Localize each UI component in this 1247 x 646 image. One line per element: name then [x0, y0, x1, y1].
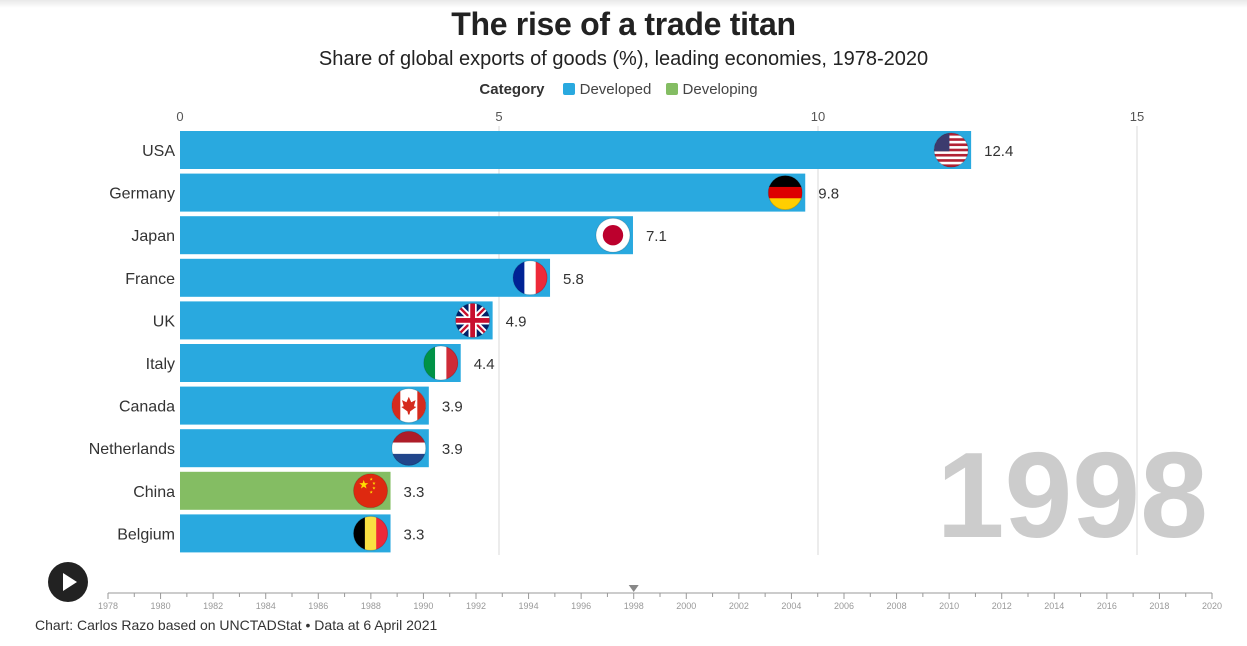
timeline-year-1998: 1998	[624, 601, 644, 611]
category-label-china: China	[133, 484, 175, 501]
bar-japan	[180, 216, 633, 255]
legend-item-developed[interactable]: Developed	[562, 81, 652, 98]
germany-flag-icon	[768, 175, 803, 210]
uk-flag-icon	[455, 303, 490, 338]
bar-row-canada: Canada 3.9	[119, 386, 463, 425]
bar-italy	[180, 344, 461, 382]
timeline-year-1978: 1978	[98, 601, 118, 611]
bar-row-uk: UK 4.9	[153, 301, 527, 340]
timeline[interactable]: 1978 1980 1982 1984 1986 1988 1990 1992 1994 1996…	[98, 585, 1222, 611]
top-shadow	[0, 0, 1247, 8]
japan-flag-icon	[595, 218, 630, 253]
value-label-uk: 4.9	[506, 313, 527, 330]
play-button[interactable]	[48, 562, 88, 602]
timeline-year-1986: 1986	[308, 601, 328, 611]
chart-title: The rise of a trade titan	[451, 6, 796, 42]
bar-row-china: China 3.3	[133, 471, 425, 510]
timeline-current-marker	[628, 585, 639, 592]
x-tick-label-5: 5	[495, 109, 502, 124]
timeline-year-1984: 1984	[256, 601, 276, 611]
bar-row-netherlands: Netherlands 3.9	[89, 429, 463, 468]
value-label-usa: 12.4	[984, 143, 1013, 160]
bar-layer: USA 12.4 Germany 9.8 Japan 7.1 France 5.8 UK 4.9 I…	[89, 131, 1013, 553]
legend-swatch-developing	[665, 83, 678, 95]
category-label-japan: Japan	[131, 228, 175, 245]
timeline-year-2018: 2018	[1149, 601, 1169, 611]
timeline-year-2014: 2014	[1044, 601, 1064, 611]
timeline-year-2008: 2008	[887, 601, 907, 611]
legend-item-developing[interactable]: Developing	[665, 81, 758, 98]
netherlands-flag-icon	[391, 431, 426, 466]
category-label-belgium: Belgium	[117, 526, 175, 543]
china-flag-icon	[353, 473, 388, 508]
timeline-year-2004: 2004	[781, 601, 801, 611]
year-layer: 1998	[937, 427, 1208, 563]
legend-title: Category	[479, 81, 545, 98]
x-tick-label-15: 15	[1130, 109, 1144, 124]
canada-flag-icon	[391, 388, 426, 423]
bar-canada	[180, 386, 429, 425]
value-label-japan: 7.1	[646, 228, 667, 245]
timeline-year-1982: 1982	[203, 601, 223, 611]
bar-france	[180, 258, 551, 297]
chart-subtitle: Share of global exports of goods (%), le…	[318, 48, 929, 70]
bar-row-japan: Japan 7.1	[131, 216, 667, 255]
legend-swatch-developed	[562, 83, 575, 95]
bar-germany	[180, 173, 806, 212]
bar-row-italy: Italy 4.4	[146, 344, 495, 382]
bar-row-belgium: Belgium 3.3	[117, 514, 425, 553]
bar-usa	[180, 131, 972, 169]
chart-source-footer: Chart: Carlos Razo based on UNCTADStat •…	[35, 617, 438, 633]
category-label-uk: UK	[153, 313, 176, 330]
value-label-belgium: 3.3	[404, 526, 425, 543]
year-watermark: 1998	[937, 427, 1208, 563]
category-label-france: France	[125, 271, 175, 288]
play-icon	[63, 573, 77, 591]
value-label-netherlands: 3.9	[442, 441, 463, 458]
category-label-canada: Canada	[119, 399, 175, 416]
timeline-year-2002: 2002	[729, 601, 749, 611]
timeline-year-1990: 1990	[413, 601, 433, 611]
timeline-year-1988: 1988	[361, 601, 381, 611]
belgium-flag-icon	[353, 516, 388, 551]
bar-row-germany: Germany 9.8	[109, 173, 839, 212]
value-label-france: 5.8	[563, 271, 584, 288]
category-label-netherlands: Netherlands	[89, 441, 175, 458]
france-flag-icon	[513, 260, 548, 295]
timeline-year-2010: 2010	[939, 601, 959, 611]
legend: Category Developed Developing	[0, 81, 1247, 98]
timeline-year-1980: 1980	[151, 601, 171, 611]
timeline-year-2006: 2006	[834, 601, 854, 611]
legend-label-developing: Developing	[682, 81, 758, 98]
italy-flag-icon	[423, 346, 459, 380]
value-label-germany: 9.8	[818, 186, 839, 203]
bar-uk	[180, 301, 493, 340]
category-label-germany: Germany	[109, 186, 175, 203]
timeline-year-2012: 2012	[992, 601, 1012, 611]
bar-netherlands	[180, 429, 429, 468]
timeline-year-2016: 2016	[1097, 601, 1117, 611]
value-label-china: 3.3	[404, 484, 425, 501]
category-label-usa: USA	[142, 143, 175, 160]
x-tick-label-0: 0	[176, 109, 183, 124]
timeline-year-2000: 2000	[676, 601, 696, 611]
category-label-italy: Italy	[146, 356, 175, 373]
bar-row-usa: USA 12.4	[142, 131, 1013, 169]
timeline-year-2020: 2020	[1202, 601, 1222, 611]
usa-flag-icon	[934, 133, 969, 168]
legend-label-developed: Developed	[579, 81, 652, 98]
timeline-year-1992: 1992	[466, 601, 486, 611]
value-label-italy: 4.4	[474, 356, 495, 373]
timeline-year-1996: 1996	[571, 601, 591, 611]
bar-row-france: France 5.8	[125, 258, 584, 297]
timeline-year-1994: 1994	[519, 601, 539, 611]
x-tick-label-10: 10	[811, 109, 825, 124]
value-label-canada: 3.9	[442, 399, 463, 416]
